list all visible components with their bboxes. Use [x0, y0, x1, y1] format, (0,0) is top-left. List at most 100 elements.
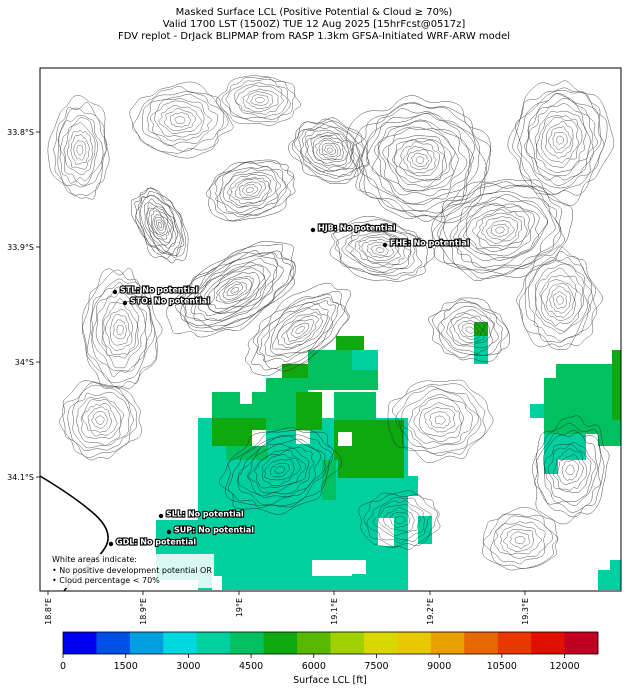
contour-line — [483, 513, 558, 569]
station-label-sup: SUP: No potential — [174, 526, 254, 535]
lcl-cell — [598, 570, 621, 590]
contour-line — [219, 427, 342, 515]
contour-line — [102, 302, 138, 355]
contour-line — [315, 137, 344, 161]
contour-line — [154, 100, 205, 138]
contour-line — [226, 173, 272, 207]
lcl-cell — [336, 336, 364, 350]
contour-line — [146, 202, 177, 249]
contour-line — [205, 159, 294, 221]
colorbar-swatch — [531, 632, 565, 654]
colorbar-swatch — [497, 632, 532, 654]
contour-line — [245, 186, 254, 193]
colorbar-swatch — [263, 632, 298, 654]
contour-line — [230, 176, 270, 205]
contour-line — [218, 278, 253, 303]
contour-line — [152, 214, 169, 236]
contour-line — [242, 88, 279, 113]
lat-tick-label: 34°S — [15, 358, 34, 367]
lcl-cell — [212, 392, 240, 418]
contour-line — [255, 97, 265, 104]
contour-line — [242, 184, 259, 196]
contour-line — [528, 260, 592, 342]
contour-line — [57, 107, 108, 188]
contour-line — [151, 210, 171, 240]
colorbar-swatch — [63, 632, 97, 654]
title-line-2: Valid 1700 LST (1500Z) TUE 12 Aug 2025 [… — [162, 19, 466, 30]
contour-line — [62, 382, 137, 458]
contour-line — [165, 241, 295, 338]
contour-line — [477, 212, 523, 247]
contour-line — [312, 135, 348, 164]
contour-line — [432, 299, 509, 359]
contour-line — [73, 140, 87, 161]
contour-line — [387, 135, 452, 188]
contour-line — [163, 108, 197, 132]
contour-line — [70, 134, 90, 165]
contour-line — [333, 219, 429, 280]
lcl-cell — [556, 364, 614, 378]
contour-line — [306, 132, 354, 169]
contour-line — [372, 500, 425, 541]
contour-line — [518, 250, 598, 350]
contour-line — [197, 261, 271, 317]
colorbar-swatch — [564, 632, 599, 654]
note-line-2: • No positive development potential OR — [52, 565, 212, 575]
contour-line — [449, 313, 491, 345]
contour-line — [443, 191, 556, 271]
contour-line — [190, 258, 278, 321]
contour-line — [142, 91, 225, 152]
station-dot — [108, 541, 114, 547]
contour-line — [221, 77, 296, 123]
lcl-cell — [238, 404, 256, 418]
contour-line — [391, 138, 447, 183]
lat-tick-label: 33.8°S — [7, 128, 34, 137]
contour-line — [366, 497, 432, 544]
contour-line — [346, 95, 491, 224]
station-dot — [166, 529, 172, 535]
colorbar-swatch — [230, 632, 265, 654]
contour-line — [540, 117, 579, 163]
legend-note: White areas indicate: • No positive deve… — [50, 554, 214, 588]
contour-line — [545, 121, 574, 159]
contour-line — [399, 141, 440, 177]
station-dot — [122, 300, 128, 306]
contour-line — [207, 267, 266, 313]
lcl-cell — [404, 476, 418, 496]
contour-line — [170, 112, 192, 128]
contour-line — [433, 181, 565, 279]
contour-line — [401, 388, 479, 449]
contour-line — [394, 515, 406, 525]
colorbar-swatch — [297, 632, 331, 654]
lon-tick-label: 18.8°E — [44, 598, 53, 625]
lcl-cell — [530, 404, 544, 418]
lcl-cell — [156, 520, 216, 548]
station-label-sto: STO: No potential — [130, 297, 210, 306]
contour-line — [490, 515, 553, 565]
contour-line — [481, 216, 518, 244]
contour-line — [429, 411, 451, 429]
colorbar: 0 1500 3000 4500 6000 7500 9000 10500 12000 — [60, 631, 599, 672]
contour-line — [250, 94, 269, 106]
contour-line — [391, 383, 486, 457]
contour-line — [67, 129, 93, 170]
contour-line — [75, 396, 124, 446]
contour-line — [146, 206, 174, 246]
lcl-gap — [352, 560, 366, 574]
contour-line — [129, 81, 234, 159]
contour-line — [132, 86, 229, 154]
lon-tick-label: 19°E — [235, 598, 244, 617]
contour-line — [466, 207, 530, 252]
contour-line — [286, 319, 315, 342]
contour-line — [503, 528, 534, 553]
contour-line — [394, 139, 445, 182]
contour-line — [158, 105, 202, 134]
contour-line — [238, 438, 322, 498]
note-line-3: • Cloud percentage < 70% — [52, 576, 160, 585]
contour-line — [547, 443, 592, 493]
contour-line — [207, 161, 296, 222]
contour-line — [59, 380, 142, 461]
contour-line — [348, 231, 412, 269]
contour-line — [361, 113, 475, 212]
figure-title: Masked Surface LCL (Positive Potential &… — [0, 7, 628, 43]
